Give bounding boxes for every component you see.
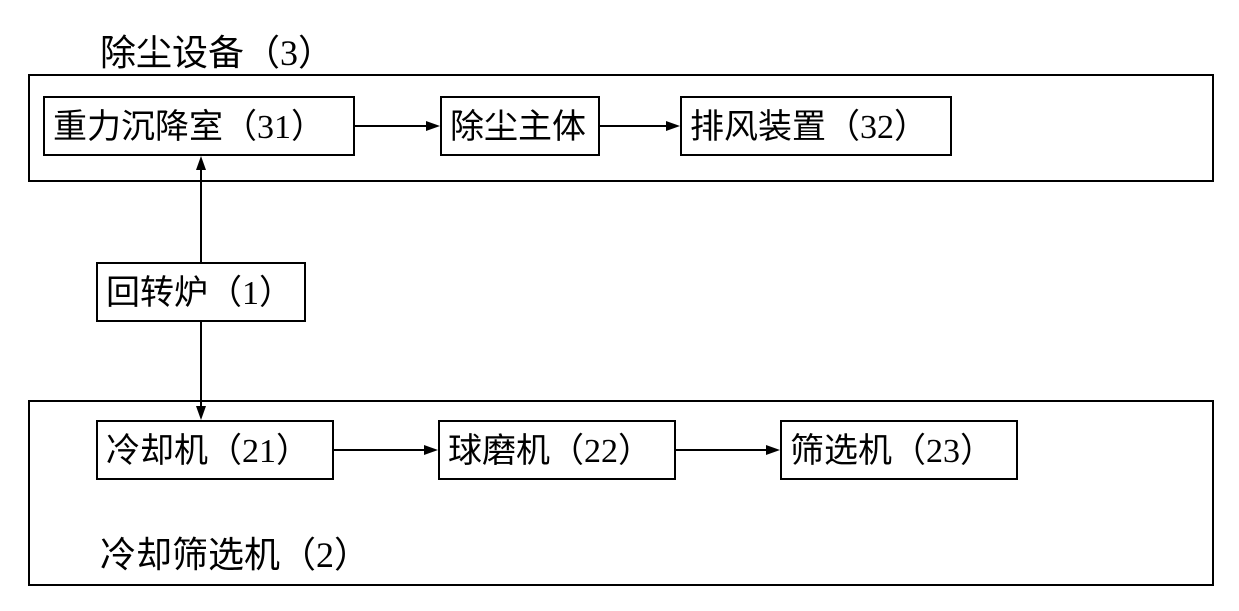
node-label: 除尘主体 [450,109,586,146]
node-screening-machine-23: 筛选机（23） [780,420,1018,480]
node-ball-mill-22: 球磨机（22） [438,420,676,480]
node-exhaust-device-32: 排风装置（32） [680,96,952,156]
node-label: 回转炉（1） [106,275,293,312]
diagram-canvas: 除尘设备（3） 冷却筛选机（2） 重力沉降室（31） 除尘主体 排风装置（32）… [0,0,1239,611]
node-label: 球磨机（22） [448,433,652,470]
node-dust-main-body: 除尘主体 [440,96,600,156]
node-rotary-kiln-1: 回转炉（1） [96,262,306,322]
group-dust-equipment-label: 除尘设备（3） [100,24,334,76]
node-label: 冷却机（21） [106,433,310,470]
node-label: 重力沉降室（31） [53,109,325,146]
group-cooling-screening-label: 冷却筛选机（2） [100,526,370,578]
node-cooler-21: 冷却机（21） [96,420,334,480]
node-gravity-settling-chamber-31: 重力沉降室（31） [43,96,355,156]
node-label: 排风装置（32） [690,109,928,146]
node-label: 筛选机（23） [790,433,994,470]
